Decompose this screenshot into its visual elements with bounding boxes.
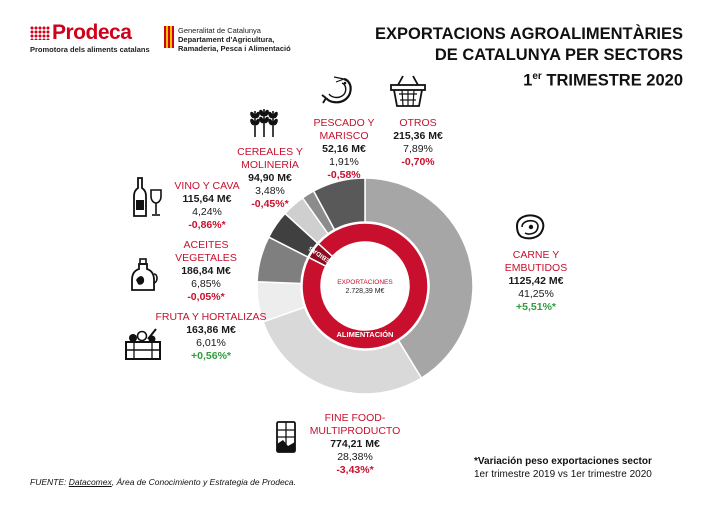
sector-name: FINE FOOD- bbox=[324, 412, 386, 424]
prodeca-logo: Prodeca Promotora dels aliments catalans bbox=[30, 22, 160, 54]
sector-name: VEGETALES bbox=[175, 252, 237, 264]
chart-hole bbox=[321, 242, 409, 330]
sector-variation: -0,70% bbox=[401, 156, 435, 168]
sector-value: 94,90 M€ bbox=[248, 172, 292, 184]
sector-name: ACEITES bbox=[183, 239, 229, 251]
sector-label-pescado: PESCADO Y MARISCO 52,16 M€ 1,91% -0,58% bbox=[304, 117, 384, 182]
sector-label-cereales: CEREALES Y MOLINERÍA 94,90 M€ 3,48% -0,4… bbox=[230, 146, 310, 211]
sector-name: MARISCO bbox=[319, 130, 369, 142]
sector-share: 28,38% bbox=[337, 451, 373, 463]
sector-value: 52,16 M€ bbox=[322, 143, 366, 155]
senyera-icon bbox=[164, 26, 174, 48]
vegetable-crate-icon bbox=[125, 328, 161, 360]
footnote-line-1: *Variación peso exportaciones sector bbox=[474, 456, 652, 467]
sector-name: OTROS bbox=[399, 117, 437, 129]
sector-name: VINO Y CAVA bbox=[174, 180, 240, 192]
sector-share: 7,89% bbox=[403, 143, 433, 155]
sector-variation: -0,58% bbox=[327, 169, 361, 181]
sector-share: 4,24% bbox=[192, 206, 222, 218]
outer-ring bbox=[256, 177, 474, 395]
title-line-1: EXPORTACIONS AGROALIMENTÀRIES bbox=[374, 25, 683, 43]
sector-name: CEREALES Y bbox=[237, 146, 303, 158]
slice-carne-y-embutidos bbox=[364, 177, 474, 380]
source-rest: , Área de Conocimiento y Estrategia de P… bbox=[111, 477, 297, 487]
sector-share: 6,01% bbox=[196, 337, 226, 349]
sector-share: 3,48% bbox=[255, 185, 285, 197]
inner-ring bbox=[301, 222, 429, 350]
sector-name: FRUTA Y HORTALIZAS bbox=[155, 311, 267, 323]
prodeca-brand: Prodeca bbox=[52, 21, 132, 44]
shrimp-icon bbox=[321, 76, 352, 104]
slice-otros bbox=[312, 177, 366, 231]
sector-name: EMBUTIDOS bbox=[504, 262, 568, 274]
sector-variation: -0,86%* bbox=[188, 219, 226, 231]
oil-bottle-icon bbox=[131, 258, 158, 291]
prodeca-tagline: Promotora dels aliments catalans bbox=[30, 45, 150, 54]
sector-share: 41,25% bbox=[518, 288, 554, 300]
sector-variation: -0,45%* bbox=[251, 198, 289, 210]
title-line-2: DE CATALUNYA PER SECTORS bbox=[434, 46, 683, 64]
total-label: EXPORTACIONES bbox=[337, 279, 393, 286]
sector-value: 186,84 M€ bbox=[181, 265, 231, 277]
sector-name: MULTIPRODUCTO bbox=[309, 425, 401, 437]
prodeca-dots-icon bbox=[30, 26, 50, 40]
sector-value: 115,64 M€ bbox=[182, 193, 232, 205]
title-line-3: 1er TRIMESTRE 2020 bbox=[523, 71, 683, 90]
sector-label-carne: CARNE Y EMBUTIDOS 1125,42 M€ 41,25% +5,5… bbox=[496, 249, 576, 314]
sector-variation: +5,51%* bbox=[516, 301, 556, 313]
wine-bottle-glass-icon bbox=[133, 177, 162, 217]
sector-name: CARNE Y bbox=[512, 249, 560, 261]
sector-label-vino: VINO Y CAVA 115,64 M€ 4,24% -0,86%* bbox=[167, 180, 247, 232]
slice-fine-food-multiproducto bbox=[262, 306, 423, 395]
sector-name: MOLINERÍA bbox=[241, 159, 299, 171]
steak-icon bbox=[515, 214, 545, 240]
gov-line-1: Generalitat de Catalunya bbox=[178, 26, 261, 35]
sector-label-aceites: ACEITES VEGETALES 186,84 M€ 6,85% -0,05%… bbox=[166, 239, 246, 304]
sector-value: 215,36 M€ bbox=[393, 130, 443, 142]
sector-name: PESCADO Y bbox=[313, 117, 375, 129]
gov-line-2: Departament d'Agricultura, bbox=[178, 35, 275, 44]
sector-variation: -0,05%* bbox=[187, 291, 225, 303]
sector-variation: -3,43%* bbox=[336, 464, 374, 476]
basket-icon bbox=[390, 75, 426, 107]
sector-share: 1,91% bbox=[329, 156, 359, 168]
source-link[interactable]: Datacomex bbox=[68, 477, 112, 487]
inner-label-alimentacion: ALIMENTACIÓN bbox=[337, 330, 394, 339]
sector-variation: +0,56%* bbox=[191, 350, 231, 362]
sector-value: 774,21 M€ bbox=[330, 438, 380, 450]
page-title: EXPORTACIONS AGROALIMENTÀRIES DE CATALUN… bbox=[375, 24, 683, 92]
sector-label-fine-food: FINE FOOD- MULTIPRODUCTO 774,21 M€ 28,38… bbox=[305, 412, 405, 477]
chocolate-bar-icon bbox=[276, 421, 296, 453]
gov-line-3: Ramaderia, Pesca i Alimentació bbox=[178, 44, 291, 53]
footnote-line-2: 1er trimestre 2019 vs 1er trimestre 2020 bbox=[474, 469, 652, 480]
sector-value: 163,86 M€ bbox=[186, 324, 236, 336]
sector-share: 6,85% bbox=[191, 278, 221, 290]
sector-value: 1125,42 M€ bbox=[508, 275, 564, 287]
sector-label-fruta: FRUTA Y HORTALIZAS 163,86 M€ 6,01% +0,56… bbox=[151, 311, 271, 363]
source-prefix: FUENTE: bbox=[30, 477, 67, 487]
wheat-icon bbox=[250, 109, 278, 137]
footnote: *Variación peso exportaciones sector 1er… bbox=[474, 455, 652, 481]
total-value: 2.728,39 M€ bbox=[346, 288, 385, 295]
sector-label-otros: OTROS 215,36 M€ 7,89% -0,70% bbox=[378, 117, 458, 169]
source-note: FUENTE: Datacomex, Área de Conocimiento … bbox=[30, 477, 296, 487]
